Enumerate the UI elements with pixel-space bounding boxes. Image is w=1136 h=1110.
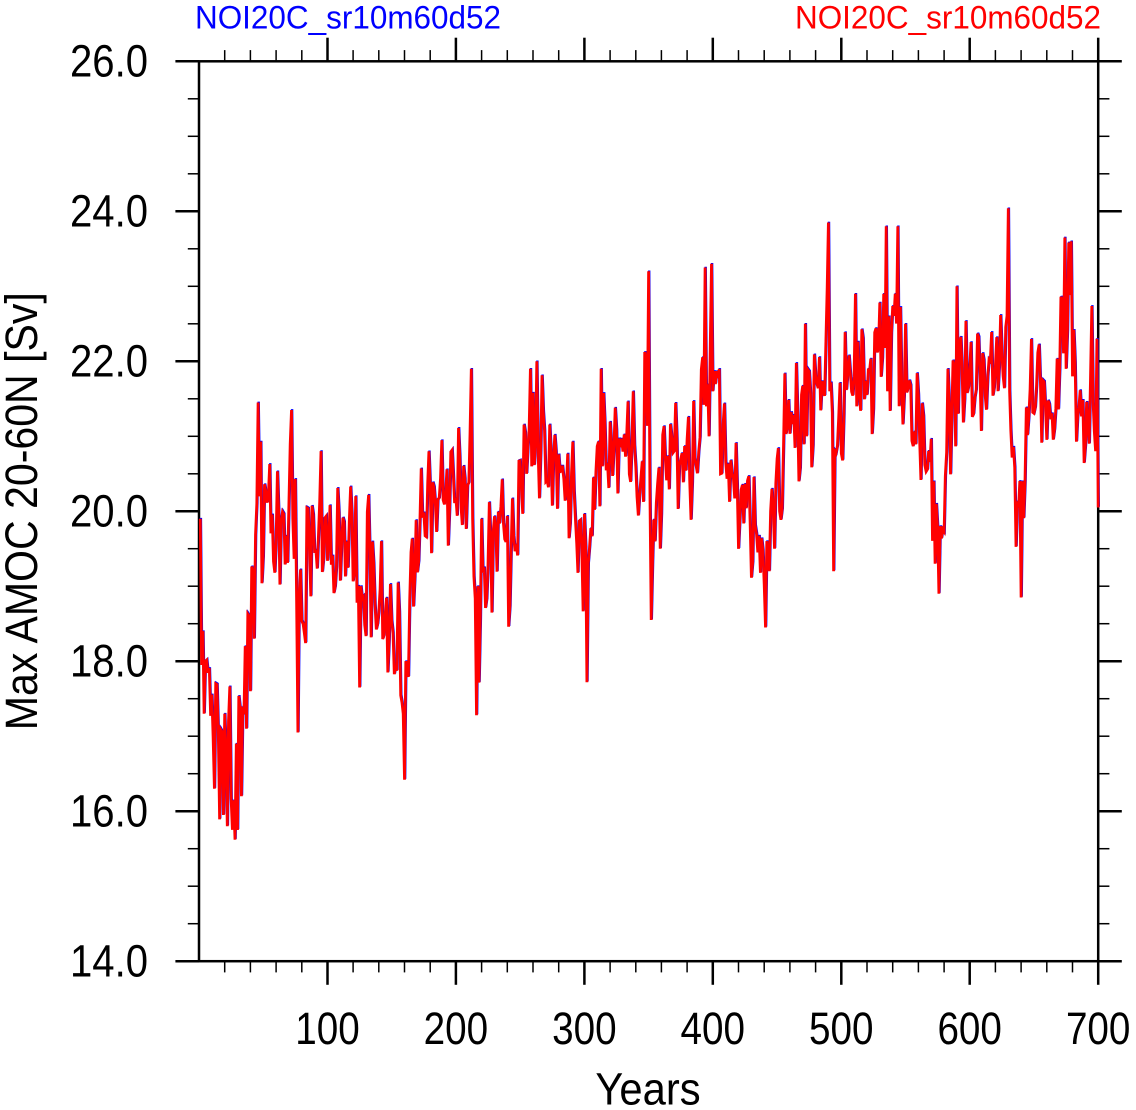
svg-text:Years: Years <box>595 1063 700 1110</box>
svg-text:NOI20C_sr10m60d52: NOI20C_sr10m60d52 <box>195 0 501 36</box>
svg-text:22.0: 22.0 <box>70 336 148 387</box>
svg-text:26.0: 26.0 <box>70 36 148 87</box>
svg-text:16.0: 16.0 <box>70 786 148 837</box>
svg-text:20.0: 20.0 <box>70 486 148 537</box>
svg-text:NOI20C_sr10m60d52: NOI20C_sr10m60d52 <box>795 0 1101 36</box>
svg-text:700: 700 <box>1066 1003 1131 1054</box>
svg-text:18.0: 18.0 <box>70 636 148 687</box>
svg-text:100: 100 <box>295 1003 360 1054</box>
svg-text:300: 300 <box>552 1003 617 1054</box>
svg-text:400: 400 <box>681 1003 746 1054</box>
svg-text:24.0: 24.0 <box>70 186 148 237</box>
svg-text:14.0: 14.0 <box>70 936 148 987</box>
svg-text:500: 500 <box>809 1003 874 1054</box>
svg-text:Max AMOC 20-60N [Sv]: Max AMOC 20-60N [Sv] <box>0 292 47 730</box>
svg-text:200: 200 <box>424 1003 489 1054</box>
svg-text:600: 600 <box>937 1003 1002 1054</box>
